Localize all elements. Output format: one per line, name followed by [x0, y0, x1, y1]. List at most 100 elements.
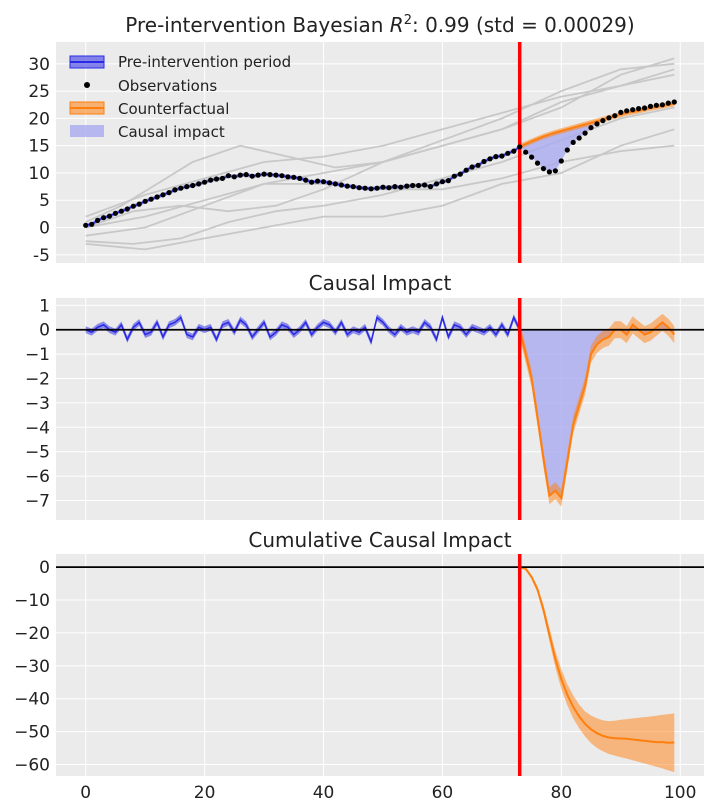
y-tick-label: −6	[25, 467, 50, 487]
x-tick-label: 40	[313, 783, 335, 803]
observation-point	[386, 185, 392, 191]
observation-point	[570, 139, 576, 145]
observation-point	[493, 154, 499, 160]
y-ticks-3: 0 −10 −20 −30 −40 −50 −60	[14, 558, 50, 775]
observation-point	[636, 106, 642, 112]
observation-point	[237, 172, 243, 178]
gray-line	[85, 62, 675, 229]
observation-point	[534, 160, 541, 166]
observation-point	[529, 154, 535, 160]
observation-point	[618, 109, 624, 115]
observation-point	[172, 187, 178, 193]
y-tick-label: −3	[25, 394, 50, 414]
observation-point	[380, 184, 386, 190]
observation-point	[231, 174, 237, 180]
post-impact-band	[519, 313, 675, 507]
observation-point	[505, 150, 511, 156]
observation-point	[410, 182, 416, 189]
y-tick-label: −10	[14, 591, 50, 611]
observation-point	[213, 176, 220, 182]
pre-impact-line	[85, 314, 521, 345]
observation-point	[356, 185, 362, 191]
panel-pre-intervention: -5 0 5 10 15 20 25 30 Pre-intervention Bayesian…	[28, 13, 704, 266]
y-tick-label: −1	[25, 345, 50, 365]
observation-point	[184, 184, 190, 190]
observation-point	[445, 178, 451, 184]
observation-point	[499, 153, 505, 159]
observation-point	[398, 184, 404, 190]
observation-point	[130, 203, 136, 209]
x-tick-label: 60	[432, 783, 454, 803]
x-tick-label: 20	[194, 783, 216, 803]
y-tick-label: −60	[14, 755, 50, 775]
observation-point	[320, 179, 327, 185]
observation-point	[208, 177, 214, 183]
observation-point	[659, 102, 666, 108]
y-tick-label: −30	[14, 657, 50, 677]
observation-point	[160, 192, 166, 198]
observation-point	[564, 147, 570, 153]
impact-fill-1	[519, 102, 675, 172]
legend: Pre-intervention period Observations Cou…	[69, 53, 291, 141]
observation-point	[326, 180, 333, 186]
observation-point	[630, 107, 636, 113]
post-impact-line	[518, 321, 676, 501]
observation-point	[427, 184, 434, 190]
observation-point	[303, 177, 309, 183]
observation-point	[433, 181, 440, 187]
observation-point	[362, 185, 368, 191]
observation-point	[83, 222, 89, 228]
observation-point	[332, 181, 338, 187]
observation-point	[202, 179, 208, 185]
y-tick-label: 1	[39, 296, 50, 316]
observation-point	[101, 215, 107, 221]
observation-point	[243, 172, 249, 178]
observation-point	[95, 217, 101, 223]
y-tick-label: 15	[28, 137, 50, 157]
y-tick-label: −2	[25, 370, 50, 390]
y-tick-label: 30	[28, 55, 50, 75]
observation-point	[487, 156, 493, 162]
y-tick-label: 10	[28, 164, 50, 184]
observation-point	[368, 186, 374, 192]
impact-area-2	[519, 322, 675, 498]
observation-point	[374, 185, 380, 191]
observation-points	[83, 99, 677, 228]
observation-point	[523, 149, 529, 155]
y-tick-label: −4	[25, 418, 50, 438]
observation-point	[338, 182, 344, 188]
y-ticks-2: 1 0 −1 −2 −3 −4 −5 −6 −7	[25, 296, 50, 511]
y-tick-label: 20	[28, 109, 50, 129]
observation-point	[511, 148, 517, 154]
legend-swatch-obs	[84, 82, 90, 88]
observation-point	[439, 179, 445, 185]
y-tick-label: 0	[39, 321, 50, 341]
counterfactual-line	[519, 102, 675, 148]
title-1-rest: : 0.99 (std = 0.00029)	[412, 13, 635, 37]
observation-point	[273, 172, 279, 178]
panel-causal-impact: 1 0 −1 −2 −3 −4 −5 −6 −7 Causal Impact	[25, 271, 704, 520]
counterfactual-band	[519, 100, 675, 150]
x-ticks: 0 20 40 60 80 100	[80, 783, 696, 803]
observation-point	[671, 99, 677, 105]
observation-point	[350, 184, 356, 190]
observation-point	[219, 175, 226, 181]
observation-point	[89, 221, 95, 227]
observation-point	[552, 168, 559, 174]
legend-label-impact: Causal impact	[118, 123, 225, 141]
y-tick-label: −40	[14, 690, 50, 710]
observation-point	[315, 178, 321, 184]
observation-point	[249, 173, 255, 179]
panel-2-title: Causal Impact	[309, 271, 452, 295]
observation-point	[422, 182, 428, 188]
observation-point	[457, 171, 463, 177]
observation-point	[463, 167, 469, 173]
y-tick-label: −20	[14, 624, 50, 644]
observation-point	[112, 210, 118, 216]
y-ticks-1: -5 0 5 10 15 20 25 30	[28, 55, 50, 266]
y-tick-label: −5	[25, 443, 50, 463]
observation-point	[255, 172, 261, 178]
observation-point	[546, 169, 553, 175]
panel-1-title: Pre-intervention Bayesian R2: 0.99 (std …	[125, 13, 634, 37]
observation-point	[624, 108, 630, 114]
